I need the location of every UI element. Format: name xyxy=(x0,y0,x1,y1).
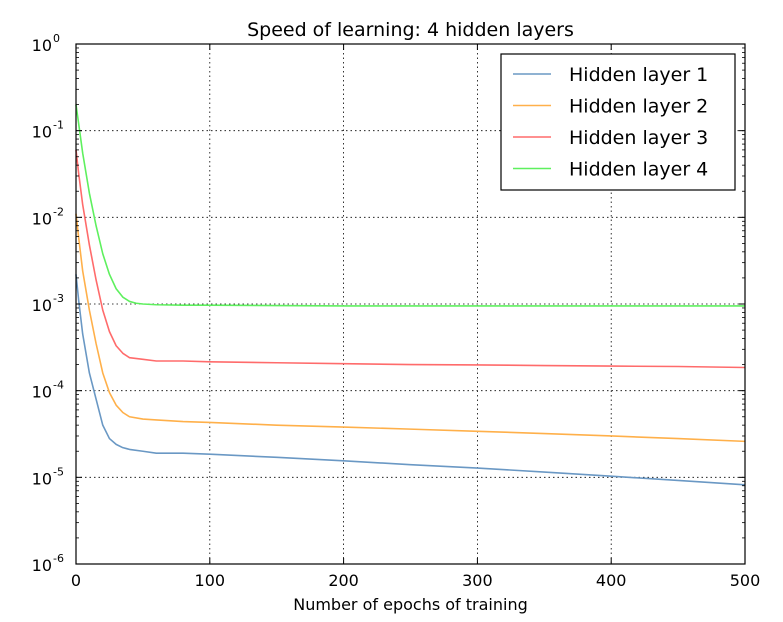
x-tick-label: 500 xyxy=(730,571,761,590)
y-tick-exponent: -6 xyxy=(53,552,64,565)
series-line-2 xyxy=(75,213,746,443)
y-tick-label: 10 xyxy=(32,469,52,488)
legend: Hidden layer 1 Hidden layer 2 Hidden layer… xyxy=(500,53,736,191)
y-tick-exponent: -3 xyxy=(53,292,64,305)
y-tick-label: 10 xyxy=(32,383,52,402)
legend-label-3: Hidden layer 3 xyxy=(569,127,708,149)
x-tick-label: 400 xyxy=(596,571,627,590)
series-line-3 xyxy=(75,149,746,369)
series-line-4 xyxy=(75,104,745,307)
legend-label-4: Hidden layer 4 xyxy=(569,159,708,181)
y-tick-label: 10 xyxy=(32,296,52,315)
x-tick-label: 100 xyxy=(195,571,226,590)
y-tick-label: 10 xyxy=(32,556,52,575)
y-tick-exponent: -2 xyxy=(53,205,64,218)
y-tick-label: 10 xyxy=(32,36,52,55)
y-tick-label: 10 xyxy=(32,123,52,142)
y-tick-exponent: -4 xyxy=(53,379,64,392)
series-line-1 xyxy=(75,274,746,486)
x-tick-label: 0 xyxy=(71,571,81,590)
legend-box xyxy=(500,53,736,191)
legend-label-2: Hidden layer 2 xyxy=(569,96,708,118)
chart-title: Speed of learning: 4 hidden layers xyxy=(247,19,574,41)
y-tick-exponent: 0 xyxy=(53,32,60,45)
y-tick-exponent: -1 xyxy=(53,119,64,132)
y-tick-label: 10 xyxy=(32,209,52,228)
x-tick-label: 300 xyxy=(462,571,493,590)
y-tick-exponent: -5 xyxy=(53,465,64,478)
x-axis-label: Number of epochs of training xyxy=(293,595,528,614)
series-lines xyxy=(75,104,746,486)
legend-label-1: Hidden layer 1 xyxy=(569,64,708,86)
x-tick-label: 200 xyxy=(328,571,359,590)
